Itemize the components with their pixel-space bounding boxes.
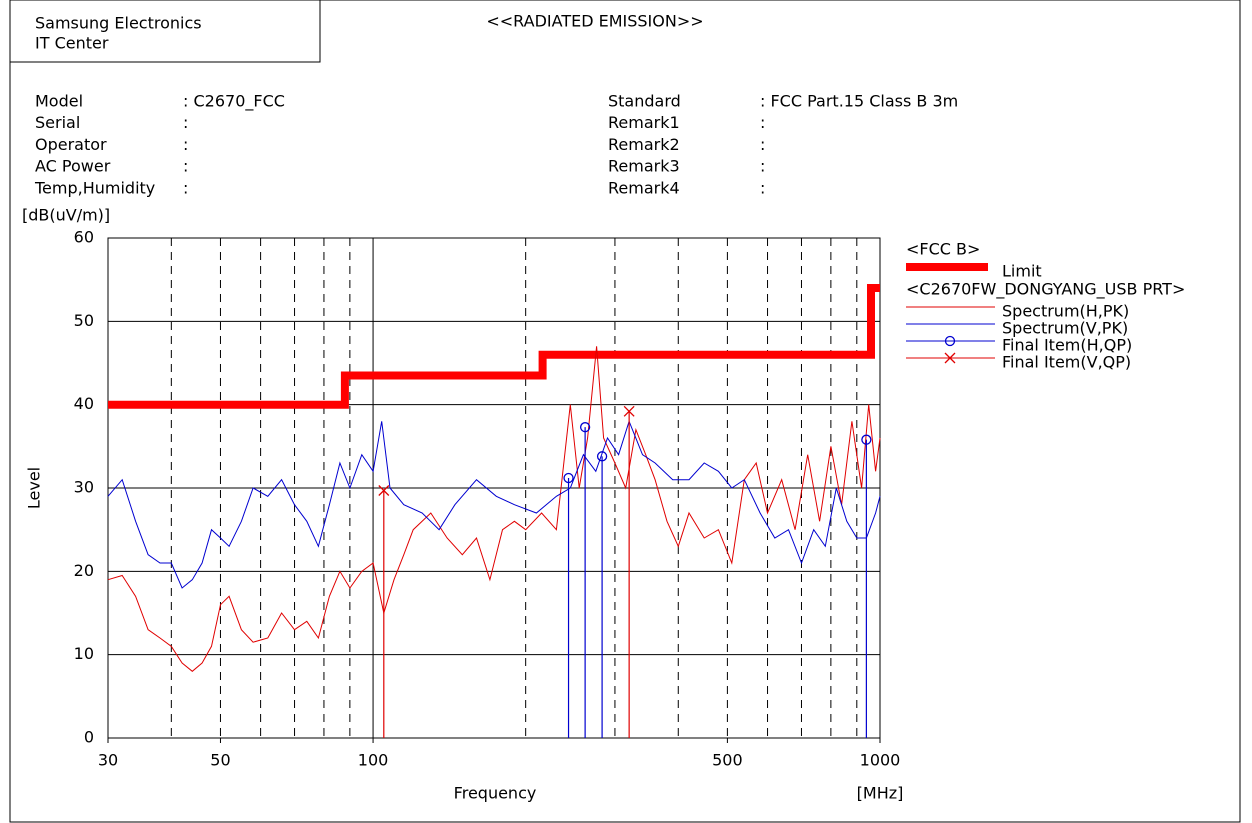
marker bbox=[623, 405, 635, 417]
field-label: Remark1 bbox=[608, 113, 680, 132]
x-axis-label: Frequency bbox=[454, 784, 537, 803]
field-label: Serial bbox=[35, 113, 80, 132]
company-box bbox=[9, 0, 321, 63]
field-value: : bbox=[760, 178, 765, 197]
marker bbox=[944, 335, 956, 347]
field-label: Standard bbox=[608, 92, 681, 111]
y-tick-label: 20 bbox=[74, 561, 94, 580]
company: IT Center bbox=[35, 34, 109, 53]
field-value: : bbox=[183, 157, 188, 176]
y-tick-label: 50 bbox=[74, 311, 94, 330]
x-tick-label: 30 bbox=[98, 751, 118, 770]
field-label: Remark2 bbox=[608, 135, 680, 154]
marker bbox=[378, 485, 390, 496]
field-value: : bbox=[183, 178, 188, 197]
marker bbox=[944, 352, 956, 364]
y-tick-label: 30 bbox=[74, 478, 94, 497]
chart: 0 10 20 30 40 50 60 30 50 100 500 1000 Frequency [MHz… bbox=[22, 206, 1185, 803]
spectrum-line bbox=[107, 346, 881, 672]
x-tick-label: 50 bbox=[210, 751, 230, 770]
legend-label: Final Item(V,QP) bbox=[1002, 353, 1131, 372]
field-value: : bbox=[760, 135, 765, 154]
field-label: Remark4 bbox=[608, 178, 680, 197]
field-value: : FCC Part.15 Class B 3m bbox=[760, 92, 958, 111]
x-unit: [MHz] bbox=[857, 784, 904, 803]
field-label: Model bbox=[35, 92, 83, 111]
marker bbox=[563, 472, 574, 484]
legend-label: Limit bbox=[1002, 262, 1042, 281]
legend-label: Spectrum(V,PK) bbox=[1002, 319, 1128, 338]
x-tick-label: 500 bbox=[712, 751, 743, 770]
y-tick-label: 0 bbox=[84, 728, 94, 747]
field-value: : C2670_FCC bbox=[183, 92, 285, 112]
report-title: <<RADIATED EMISSION>> bbox=[486, 12, 703, 31]
marker bbox=[596, 451, 608, 462]
field-label: Remark3 bbox=[608, 157, 680, 176]
fields: Model : C2670_FCC Serial: Operator: AC Power… bbox=[34, 92, 958, 198]
field-value: : bbox=[760, 157, 765, 176]
field-label: Temp,Humidity bbox=[34, 178, 155, 197]
marker bbox=[579, 422, 591, 433]
marker bbox=[861, 434, 872, 445]
field-label: Operator bbox=[35, 135, 107, 154]
y-tick-label: 60 bbox=[74, 228, 94, 247]
x-tick-label: 1000 bbox=[860, 751, 901, 770]
legend-group: <C2670FW_DONGYANG_USB PRT> bbox=[906, 280, 1185, 300]
y-unit: [dB(uV/m)] bbox=[22, 206, 110, 225]
field-label: AC Power bbox=[35, 157, 111, 176]
field-value: : bbox=[183, 113, 188, 132]
legend-group: <FCC B> bbox=[906, 240, 980, 259]
field-value: : bbox=[760, 113, 765, 132]
y-axis-label: Level bbox=[25, 467, 44, 509]
legend-label: Final Item(H,QP) bbox=[1002, 336, 1132, 355]
company: Samsung Electronics bbox=[35, 14, 202, 33]
frame bbox=[9, 0, 1241, 823]
legend-label: Spectrum(H,PK) bbox=[1002, 302, 1129, 321]
field-value: : bbox=[183, 135, 188, 154]
limit-line bbox=[108, 284, 880, 409]
y-tick-label: 10 bbox=[74, 644, 94, 663]
y-tick-label: 40 bbox=[74, 394, 94, 413]
spectrum-line bbox=[107, 419, 881, 589]
x-tick-label: 100 bbox=[358, 751, 389, 770]
